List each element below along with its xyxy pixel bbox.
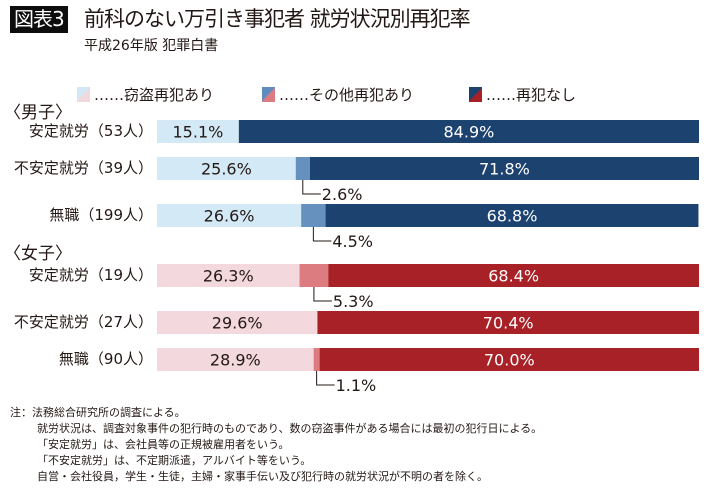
data-label-none: 70.0%: [484, 351, 535, 370]
stacked-bar-chart: 15.1% 84.9% 25.6% 71.8% 2.6% 26.6% 68.8% 4.5% 26…: [157, 120, 700, 395]
notes: 注：法務総合研究所の調査による。 就労状況は、調査対象事件の犯行時のものであり、…: [10, 405, 542, 485]
legend-item-other-recidivism: ……その他再犯あり: [262, 84, 414, 105]
data-label-other: 4.5%: [332, 232, 373, 251]
group-label-female: 〈女子〉: [4, 244, 72, 264]
note-line: 就労状況は、調査対象事件の犯行時のものであり、数の窃盗事件がある場合には最初の犯…: [37, 422, 543, 435]
figure-number-badge: 図表3: [10, 6, 68, 33]
bar-theft-segment: [157, 120, 239, 143]
legend-label: ……窃盗再犯あり: [94, 86, 215, 104]
bar-other-segment: [313, 348, 320, 371]
legend-label: ……再犯なし: [486, 86, 577, 104]
light-swatch-icon: [77, 87, 90, 102]
bar-theft-segment: [157, 348, 314, 371]
legend-item-no-recidivism: ……再犯なし: [469, 84, 576, 105]
bar-none-segment: [319, 348, 699, 371]
bar-none-segment: [309, 157, 699, 180]
note-line: 注：法務総合研究所の調査による。: [10, 406, 186, 419]
data-label-none: 68.8%: [487, 207, 538, 226]
bar-none-segment: [317, 311, 699, 334]
bar-theft-segment: [157, 264, 300, 287]
bar-other-segment: [301, 204, 326, 227]
data-label-theft: 25.6%: [201, 160, 252, 179]
leader-line: [313, 287, 332, 302]
bar-none-segment: [238, 120, 700, 143]
data-label-theft: 26.3%: [203, 267, 254, 286]
bar-none-segment: [328, 264, 699, 287]
data-label-none: 84.9%: [444, 123, 495, 142]
category-label: 不安定就労（27人）: [13, 313, 153, 331]
data-label-none: 70.4%: [483, 314, 534, 333]
data-label-theft: 28.9%: [210, 351, 261, 370]
bar-other-segment: [295, 157, 310, 180]
category-label: 無職（90人）: [58, 350, 153, 368]
note-line: 自営・会社役員，学生・生徒，主婦・家事手伝い及び犯行時の就労状況が不明の者を除く…: [37, 470, 488, 483]
bar-theft-segment: [157, 157, 296, 180]
category-label: 安定就労（19人）: [28, 266, 153, 284]
data-label-theft: 26.6%: [204, 207, 255, 226]
note-line: 「不安定就労」は、不定期派遣，アルバイト等をいう。: [37, 454, 312, 467]
data-label-theft: 29.6%: [212, 314, 263, 333]
legend-item-theft-recidivism: ……窃盗再犯あり: [77, 84, 214, 105]
leader-line: [316, 371, 335, 386]
group-label-male: 〈男子〉: [4, 103, 72, 123]
bar-other-segment: [299, 264, 329, 287]
data-label-other: 2.6%: [322, 185, 363, 204]
category-label: 安定就労（53人）: [28, 122, 153, 140]
data-label-none: 68.4%: [488, 267, 539, 286]
leader-line: [312, 227, 332, 242]
data-label-none: 71.8%: [479, 160, 530, 179]
bar-none-segment: [325, 204, 699, 227]
chart-title: 前科のない万引き事犯者 就労状況別再犯率: [84, 7, 471, 31]
medium-swatch-icon: [262, 87, 275, 102]
legend: ……窃盗再犯あり ……その他再犯あり ……再犯なし: [0, 84, 710, 104]
data-label-other: 5.3%: [333, 292, 374, 311]
bar-theft-segment: [157, 204, 302, 227]
note-line: 「安定就労」は、会社員等の正規被雇用者をいう。: [37, 438, 290, 451]
legend-label: ……その他再犯あり: [279, 86, 415, 104]
data-label-theft: 15.1%: [173, 123, 224, 142]
leader-line: [302, 180, 321, 195]
bar-theft-segment: [157, 311, 318, 334]
category-label: 無職（199人）: [49, 206, 153, 224]
dark-swatch-icon: [469, 87, 482, 102]
data-label-other: 1.1%: [336, 376, 377, 395]
category-label: 不安定就労（39人）: [13, 159, 153, 177]
chart-subtitle: 平成26年版 犯罪白書: [84, 38, 219, 54]
